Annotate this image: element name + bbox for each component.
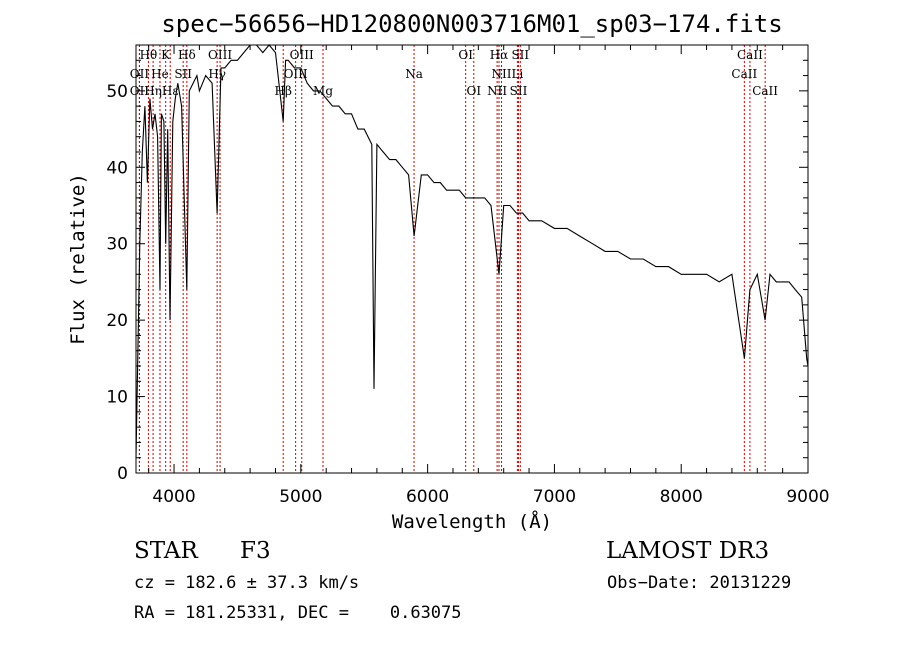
line-label: SII [174,67,192,81]
y-tick-label: 40 [106,158,128,178]
x-tick-label: 7000 [533,487,576,507]
x-axis-label: Wavelength (Å) [392,510,552,533]
line-label: Hγ [208,67,226,81]
x-tick-label: 8000 [660,487,703,507]
y-axis-label: Flux (relative) [67,173,89,345]
y-axis: 0 10 20 30 40 50 [106,59,808,484]
x-axis: 4000 5000 6000 7000 8000 9000 [148,45,830,507]
line-label: Hα [490,48,509,62]
line-label: CaII [752,84,778,98]
chart-title: spec−56656−HD120800N003716M01_sp03−174.f… [161,10,782,38]
line-label: OI [466,84,481,98]
line-label: SII [511,48,529,62]
object-class: STAR [134,538,198,564]
y-tick-label: 50 [106,82,128,102]
line-markers [138,45,766,473]
y-tick-label: 0 [117,464,128,484]
line-label: Hβ [275,84,292,98]
line-label: OIII [290,48,314,62]
y-tick-label: 10 [106,388,128,408]
x-tick-label: 5000 [279,487,322,507]
line-label: OII [130,67,150,81]
x-tick-label: 4000 [152,487,195,507]
line-label: Hε [162,84,179,98]
line-label: SII [510,84,528,98]
line-label: NII [492,67,512,81]
line-label: Li [511,67,523,81]
redshift-readout: cz = 182.6 ± 37.3 km/s [134,573,360,593]
object-subclass: F3 [240,538,271,564]
line-label: Hθ [140,48,158,62]
line-label: K [161,48,171,62]
y-tick-label: 30 [106,235,128,255]
line-label: OIII [208,48,232,62]
line-label: He [151,67,169,81]
line-label: Mg [313,84,333,98]
line-label: Na [405,67,423,81]
spectrum-line [135,44,809,458]
coordinates-readout: RA = 181.25331, DEC = 0.63075 [134,603,462,623]
line-label: Hη [144,84,162,98]
survey-name: LAMOST DR3 [606,538,770,564]
line-label: CaII [731,67,757,81]
line-label: Hδ [178,48,196,62]
line-label: CaII [737,48,763,62]
x-tick-label: 9000 [786,487,829,507]
y-tick-label: 20 [106,311,128,331]
x-tick-label: 6000 [406,487,449,507]
line-label: OI [458,48,473,62]
observation-date: Obs−Date: 20131229 [607,573,792,593]
line-label: NII [487,84,507,98]
plot-frame [135,44,809,474]
line-label: OIII [284,67,308,81]
